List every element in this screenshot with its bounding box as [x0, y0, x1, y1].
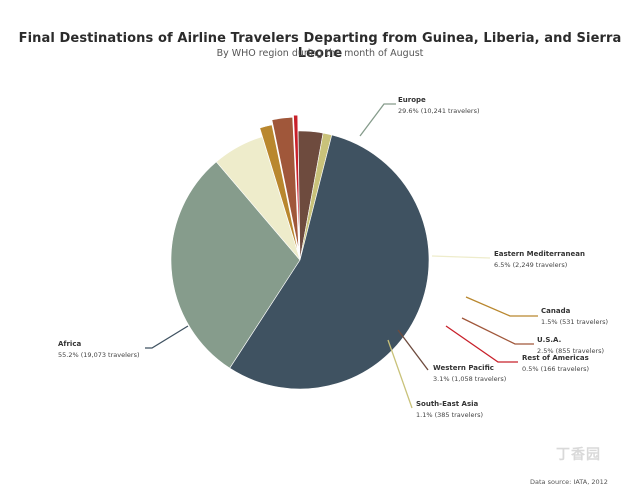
slice-europe [170, 161, 301, 369]
label-name-western-pacific: Western Pacific [433, 364, 494, 372]
slice-canada [259, 124, 300, 256]
label-value-canada: 1.5% (531 travelers) [541, 318, 608, 326]
leader-line-south-east-asia [387, 339, 413, 409]
source-note: Data source: IATA, 2012 [530, 478, 608, 486]
leader-line-africa [145, 325, 189, 349]
watermark-logo: 丁香园 [556, 447, 601, 463]
label-name-south-east-asia: South-East Asia [416, 400, 479, 408]
leader-line-eastern-mediterranean [431, 255, 491, 259]
leader-line-europe [359, 103, 396, 137]
leader-line-u-s-a [461, 317, 534, 345]
leader-line-canada [465, 296, 538, 317]
label-value-eastern-mediterranean: 6.5% (2,249 travelers) [494, 261, 567, 269]
label-value-u-s-a: 2.5% (855 travelers) [537, 347, 604, 355]
label-name-eastern-mediterranean: Eastern Mediterranean [494, 250, 585, 258]
label-name-u-s-a: U.S.A. [537, 336, 561, 344]
label-name-rest-of-americas: Rest of Americas [522, 354, 589, 362]
label-value-south-east-asia: 1.1% (385 travelers) [416, 411, 483, 419]
label-value-western-pacific: 3.1% (1,058 travelers) [433, 375, 506, 383]
label-name-africa: Africa [58, 340, 81, 348]
leader-line-western-pacific [397, 329, 429, 371]
label-value-europe: 29.6% (10,241 travelers) [398, 107, 480, 115]
label-value-africa: 55.2% (19,073 travelers) [58, 351, 140, 359]
slice-africa [229, 134, 430, 390]
slice-u-s-a [271, 116, 300, 251]
chart-subtitle: By WHO region during the month of August [216, 48, 424, 59]
chart-title: Final Destinations of Airline Travelers … [18, 31, 622, 61]
leader-line-rest-of-americas [445, 325, 518, 363]
label-name-canada: Canada [541, 307, 571, 315]
label-value-rest-of-americas: 0.5% (166 travelers) [522, 365, 589, 373]
label-name-europe: Europe [398, 96, 426, 104]
